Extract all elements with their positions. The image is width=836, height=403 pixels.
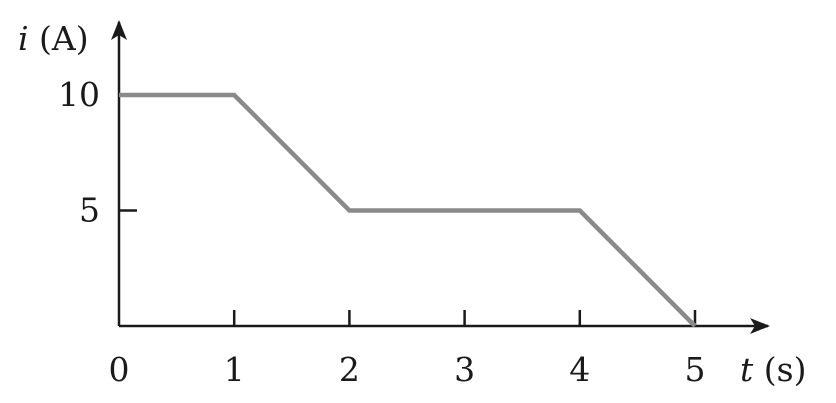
- x-tick-label-0: 0: [109, 350, 130, 389]
- x-axis-unit: (s): [753, 350, 806, 389]
- x-tick-label-5: 5: [685, 350, 706, 389]
- y-axis-ticks: 5 10: [58, 75, 137, 230]
- x-tick-label-4: 4: [569, 350, 590, 389]
- y-axis-variable: i: [18, 19, 29, 58]
- x-axis-ticks: 0 1 2 3 4 5: [109, 310, 706, 389]
- y-axis-unit: (A): [29, 19, 89, 58]
- y-tick-label-1: 10: [58, 75, 100, 114]
- x-axis-title: t (s): [740, 350, 806, 389]
- x-tick-label-3: 3: [454, 350, 475, 389]
- series-line-0: [119, 92, 697, 328]
- y-tick-label-0: 5: [79, 191, 100, 230]
- y-axis-title: i (A): [18, 19, 89, 58]
- series-layer: [118, 92, 697, 328]
- x-axis-variable: t: [740, 350, 754, 389]
- x-tick-label-1: 1: [224, 350, 245, 389]
- x-tick-label-2: 2: [339, 350, 360, 389]
